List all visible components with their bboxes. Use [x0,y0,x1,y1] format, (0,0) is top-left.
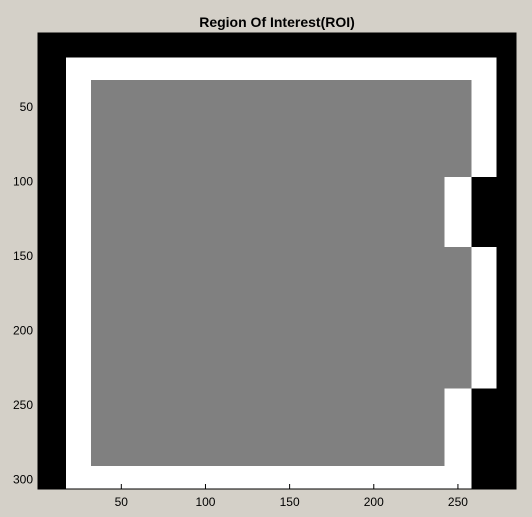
y-axis: 50 100 150 200 250 300 [13,100,43,486]
y-tick-label-250: 250 [13,398,33,412]
x-tick-label-100: 100 [195,495,215,509]
roi-region-black-2 [471,388,497,489]
y-tick-label-300: 300 [13,472,33,486]
roi-region-gray-6 [91,388,445,466]
x-axis: 50 100 150 200 250 [115,484,468,509]
roi-region-gray-5 [91,246,472,389]
roi-region-black-1 [471,176,497,247]
roi-region-gray-4 [91,176,445,247]
x-tick-label-200: 200 [364,495,384,509]
chart-title: Region Of Interest(ROI) [199,14,355,30]
x-tick-label-150: 150 [280,495,300,509]
y-tick-label-100: 100 [13,174,33,188]
y-tick-label-50: 50 [20,100,34,114]
y-tick-label-200: 200 [13,323,33,337]
plot-area [37,32,517,490]
y-tick-label-150: 150 [13,249,33,263]
axes-frame [37,32,517,490]
roi-region-gray-3 [91,79,472,177]
x-tick-label-250: 250 [448,495,468,509]
x-tick-label-50: 50 [115,495,129,509]
